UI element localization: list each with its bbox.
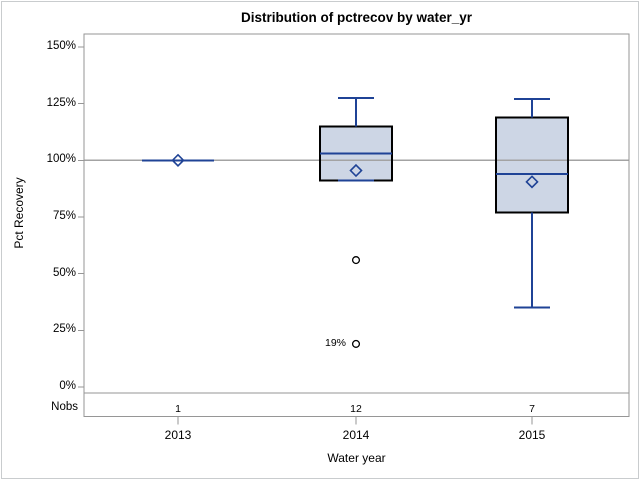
x-tick-label-2013: 2013 — [164, 428, 192, 442]
nobs-value-2014: 12 — [350, 403, 362, 415]
mean-marker-2015 — [525, 175, 539, 189]
y-tick-label-75%: 75% — [52, 209, 76, 222]
y-tick-label-50%: 50% — [52, 266, 76, 279]
x-tick-label-2015: 2015 — [518, 428, 546, 442]
y-tick-label-100%: 100% — [46, 153, 76, 166]
nobs-value-2015: 7 — [529, 403, 535, 415]
y-tick-label-0%: 0% — [59, 380, 76, 392]
plot-frame — [83, 33, 630, 417]
chart-title: Distribution of pctrecov by water_yr — [240, 10, 473, 25]
outlier-label-19%: 19% — [324, 337, 346, 350]
box-fill-2015 — [496, 117, 568, 213]
y-tick-label-25%: 25% — [52, 323, 76, 336]
x-axis-title: Water year — [327, 451, 386, 465]
y-tick-label-125%: 125% — [46, 96, 76, 109]
y-tick-label-150%: 150% — [46, 39, 76, 52]
outlier-marker-2014-56 — [351, 256, 361, 265]
outlier-marker-2014-19 — [351, 339, 361, 348]
mean-marker-2014 — [349, 163, 363, 178]
nobs-value-2013: 1 — [175, 403, 181, 415]
nobs-row-label: Nobs — [51, 401, 78, 413]
x-tick-label-2014: 2014 — [342, 428, 370, 442]
mean-marker-2013 — [171, 153, 185, 167]
